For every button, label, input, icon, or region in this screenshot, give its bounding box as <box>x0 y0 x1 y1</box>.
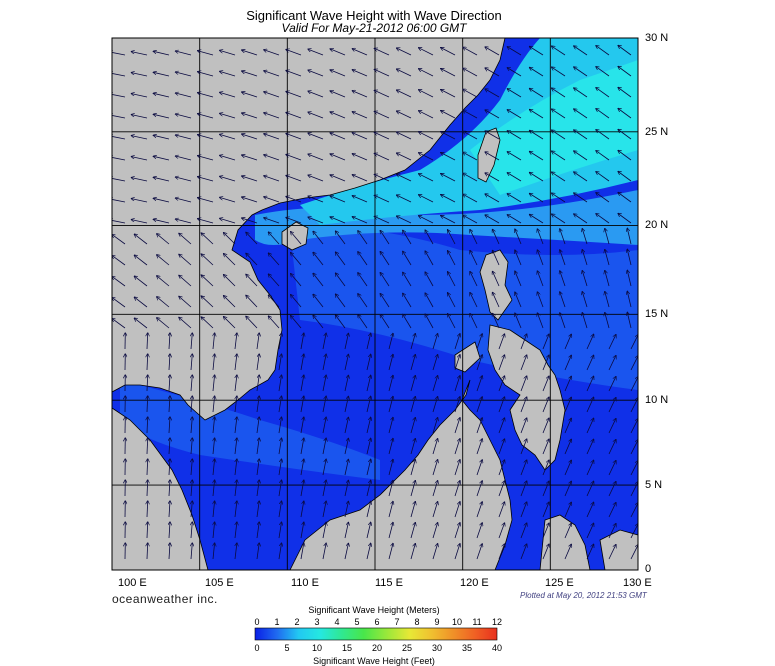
lon-label-115e: 115 E <box>375 578 403 589</box>
lat-label-20n: 20 N <box>645 220 668 231</box>
lon-label-110e: 110 E <box>291 578 319 589</box>
brand-logo-text: oceanweather inc. <box>112 592 218 606</box>
feet-tick: 20 <box>372 644 382 653</box>
meter-tick: 8 <box>414 618 419 627</box>
meter-tick: 4 <box>334 618 339 627</box>
lat-label-30n: 30 N <box>645 33 668 44</box>
colorbar <box>255 628 497 640</box>
feet-tick: 40 <box>492 644 502 653</box>
lon-label-120e: 120 E <box>460 578 489 589</box>
lon-label-105e: 105 E <box>205 578 234 589</box>
meter-tick: 11 <box>472 618 481 627</box>
meter-tick: 0 <box>254 618 259 627</box>
meter-tick: 12 <box>492 618 502 627</box>
feet-tick: 5 <box>284 644 289 653</box>
feet-tick: 30 <box>432 644 442 653</box>
lat-label-5n: 5 N <box>645 480 662 491</box>
meter-tick: 1 <box>274 618 279 627</box>
lat-label-15n: 15 N <box>645 309 668 320</box>
feet-tick: 35 <box>462 644 472 653</box>
meter-tick: 6 <box>374 618 379 627</box>
meter-tick: 3 <box>314 618 319 627</box>
lon-label-130e: 130 E <box>623 578 652 589</box>
lat-label-10n: 10 N <box>645 395 668 406</box>
lat-label-25n: 25 N <box>645 127 668 138</box>
meter-tick: 2 <box>294 618 299 627</box>
feet-tick: 10 <box>312 644 322 653</box>
plotted-timestamp: Plotted at May 20, 2012 21:53 GMT <box>520 591 647 600</box>
feet-tick: 25 <box>402 644 412 653</box>
colorbar-title: Significant Wave Height (Meters) <box>0 605 748 615</box>
meter-tick: 9 <box>434 618 439 627</box>
lon-label-125e: 125 E <box>545 578 574 589</box>
meter-tick: 10 <box>452 618 462 627</box>
lon-label-100e: 100 E <box>118 578 147 589</box>
feet-tick: 15 <box>342 644 352 653</box>
meter-tick: 5 <box>354 618 359 627</box>
lat-label-0: 0 <box>645 564 651 575</box>
meter-tick: 7 <box>394 618 399 627</box>
feet-tick: 0 <box>254 644 259 653</box>
